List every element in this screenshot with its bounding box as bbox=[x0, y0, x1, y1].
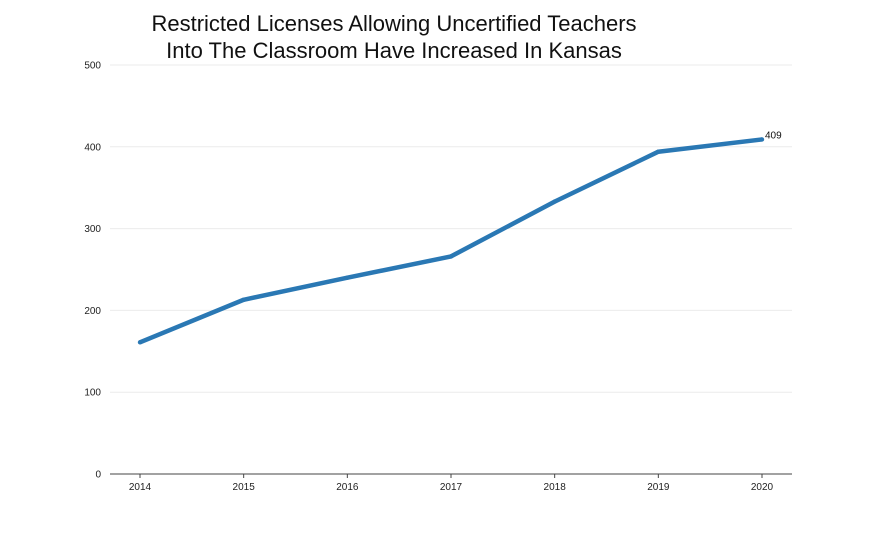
y-axis-ticks: 0 100 200 300 400 500 bbox=[84, 61, 101, 481]
data-point bbox=[137, 340, 143, 345]
x-tick-label: 2014 bbox=[129, 482, 152, 493]
x-tick-label: 2015 bbox=[233, 482, 256, 493]
data-point bbox=[759, 137, 765, 142]
series-layer bbox=[137, 137, 765, 345]
x-tick-label: 2018 bbox=[544, 482, 567, 493]
y-tick-label: 500 bbox=[84, 61, 101, 72]
data-point bbox=[448, 254, 454, 259]
y-tick-label: 0 bbox=[95, 470, 101, 481]
y-tick-label: 400 bbox=[84, 142, 101, 153]
chart-title-line-2: Into The Classroom Have Increased In Kan… bbox=[166, 38, 622, 63]
data-labels: 409 bbox=[765, 130, 782, 141]
data-point bbox=[345, 275, 350, 280]
data-point bbox=[241, 297, 246, 302]
series-line bbox=[139, 137, 763, 345]
x-tick-label: 2017 bbox=[440, 482, 463, 493]
y-tick-label: 300 bbox=[84, 224, 101, 235]
chart-title: Restricted Licenses Allowing Uncertified… bbox=[0, 10, 788, 64]
x-tick-label: 2020 bbox=[751, 482, 774, 493]
y-tick-label: 200 bbox=[84, 306, 101, 317]
gridlines bbox=[110, 64, 792, 393]
data-point bbox=[656, 149, 661, 154]
y-tick-label: 100 bbox=[84, 388, 101, 399]
chart-title-line-1: Restricted Licenses Allowing Uncertified… bbox=[151, 11, 637, 36]
x-axis: 2014 2015 2016 2017 2018 2019 2020 bbox=[110, 473, 792, 493]
data-point bbox=[552, 199, 557, 204]
data-label-2020: 409 bbox=[765, 130, 782, 141]
x-tick-label: 2019 bbox=[647, 482, 670, 493]
x-tick-label: 2016 bbox=[336, 482, 359, 493]
